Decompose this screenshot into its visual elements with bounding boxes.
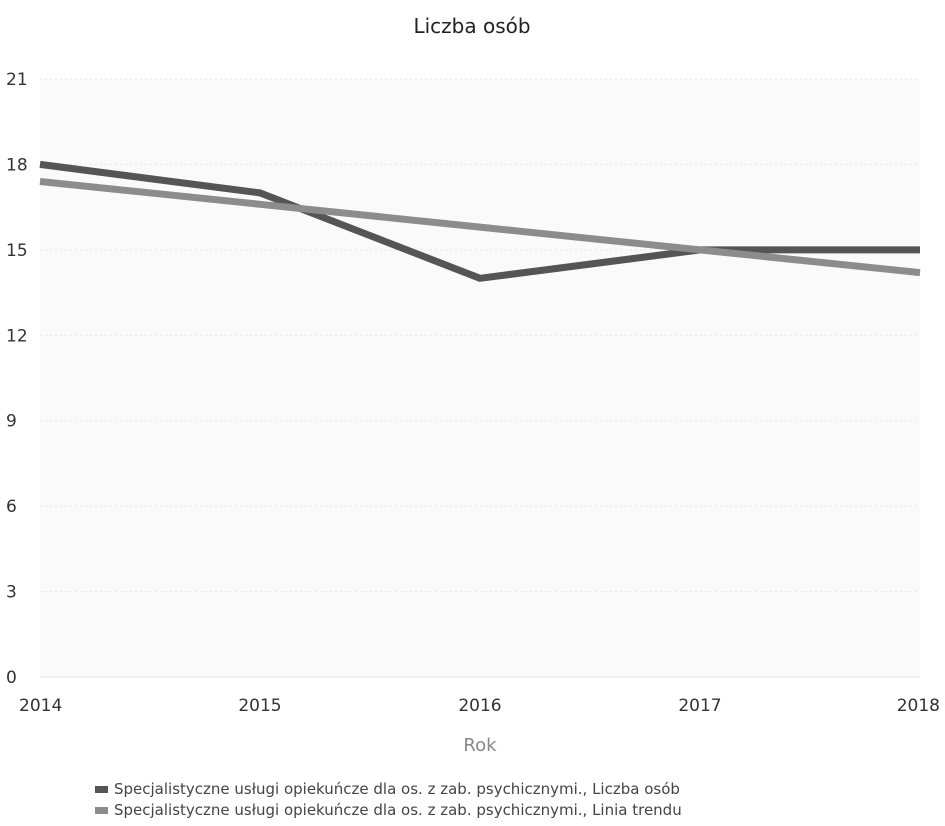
y-tick-label: 18 xyxy=(6,155,28,175)
series-line-1 xyxy=(39,160,920,282)
legend-swatch-series-1 xyxy=(95,786,108,793)
series-lines xyxy=(39,160,921,282)
series-line-2 xyxy=(39,178,921,277)
y-tick-label: 0 xyxy=(6,668,17,688)
legend-item-series-1: Specjalistyczne usługi opiekuńcze dla os… xyxy=(95,779,682,800)
legend: Specjalistyczne usługi opiekuńcze dla os… xyxy=(95,779,682,821)
x-tick-label: 2018 xyxy=(897,696,940,716)
x-tick-label: 2015 xyxy=(238,696,281,716)
legend-item-series-2: Specjalistyczne usługi opiekuńcze dla os… xyxy=(95,800,682,821)
y-tick-label: 12 xyxy=(6,326,28,346)
x-tick-label: 2014 xyxy=(19,696,62,716)
x-axis-title: Rok xyxy=(463,735,497,756)
x-tick-label: 2017 xyxy=(678,696,721,716)
x-tick-label: 2016 xyxy=(458,696,501,716)
legend-label-series-2: Specjalistyczne usługi opiekuńcze dla os… xyxy=(114,801,682,819)
y-axis-ticks: 0 3 6 9 12 15 18 21 xyxy=(6,70,28,688)
y-tick-label: 15 xyxy=(6,241,28,261)
y-tick-label: 9 xyxy=(6,412,17,432)
chart-title: Liczba osób xyxy=(413,14,530,38)
y-tick-label: 6 xyxy=(6,497,17,517)
legend-swatch-series-2 xyxy=(95,807,108,814)
x-axis-ticks: 2014 2015 2016 2017 2018 xyxy=(19,696,940,716)
gridlines xyxy=(40,78,920,678)
y-tick-label: 3 xyxy=(6,583,17,603)
y-tick-label: 21 xyxy=(6,70,28,90)
legend-label-series-1: Specjalistyczne usługi opiekuńcze dla os… xyxy=(114,780,680,798)
plot-area xyxy=(40,79,920,677)
